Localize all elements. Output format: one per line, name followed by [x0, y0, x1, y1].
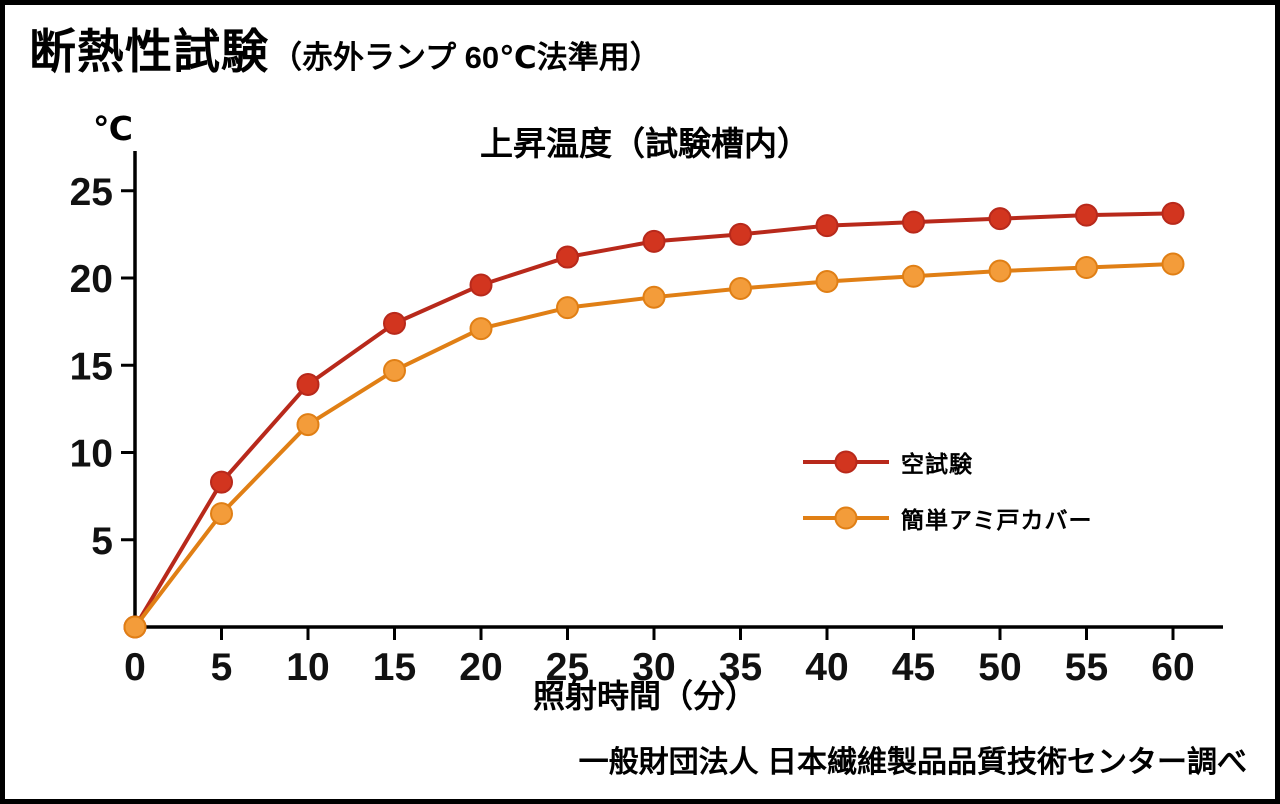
data-point: [296, 413, 320, 437]
data-point: [383, 358, 406, 382]
y-tick-label: 25: [70, 171, 113, 214]
legend-dot-icon: [834, 450, 858, 474]
data-point: [729, 276, 752, 300]
legend-label: 簡単アミ戸カバー: [901, 507, 1093, 533]
legend-dot-icon: [834, 506, 858, 530]
legend-marker-icon: [803, 506, 889, 530]
x-axis-label: 照射時間（分）: [532, 678, 757, 714]
series-line-0: [133, 211, 1174, 629]
data-point: [1161, 201, 1185, 225]
data-point: [642, 229, 666, 253]
data-point: [383, 311, 406, 335]
page-title: 断熱性試験: [29, 25, 269, 78]
y-tick-label: 15: [70, 345, 113, 388]
source-credit: 一般財団法人 日本繊維製品品質技術センター調べ: [578, 746, 1247, 779]
data-point: [210, 470, 233, 494]
data-point: [902, 210, 925, 234]
data-point: [988, 207, 1012, 231]
y-axis-unit-label: ℃: [93, 110, 133, 147]
data-point: [815, 269, 839, 293]
data-point: [210, 502, 233, 526]
data-point: [556, 296, 579, 320]
legend-item-screen-cover: 簡単アミ戸カバー: [803, 505, 1093, 533]
data-point: [988, 259, 1012, 283]
series-line-1: [133, 262, 1174, 629]
legend-label: 空試験: [901, 451, 973, 477]
data-point: [1075, 256, 1098, 280]
y-tick-label: 5: [91, 520, 113, 563]
legend: 空試験 簡単アミ戸カバー: [803, 449, 1093, 561]
data-point: [1161, 252, 1185, 276]
data-point: [902, 264, 925, 288]
legend-item-blank-test: 空試験: [803, 449, 1093, 477]
page-subtitle: （赤外ランプ 60℃法準用）: [271, 40, 661, 75]
y-tick-label: 20: [70, 258, 113, 301]
data-point: [469, 317, 493, 341]
legend-marker-icon: [803, 450, 889, 474]
data-point: [296, 372, 320, 396]
data-point: [123, 615, 147, 639]
data-point: [729, 222, 752, 246]
data-point: [469, 273, 493, 297]
data-point: [642, 285, 666, 309]
data-point: [815, 214, 839, 238]
data-point: [556, 245, 579, 269]
figure-header: 断熱性試験 （赤外ランプ 60℃法準用）: [29, 13, 661, 82]
data-point: [123, 615, 147, 639]
y-tick-label: 10: [70, 433, 113, 476]
chart-title: 上昇温度（試験槽内）: [480, 125, 810, 162]
data-point: [1075, 203, 1098, 227]
